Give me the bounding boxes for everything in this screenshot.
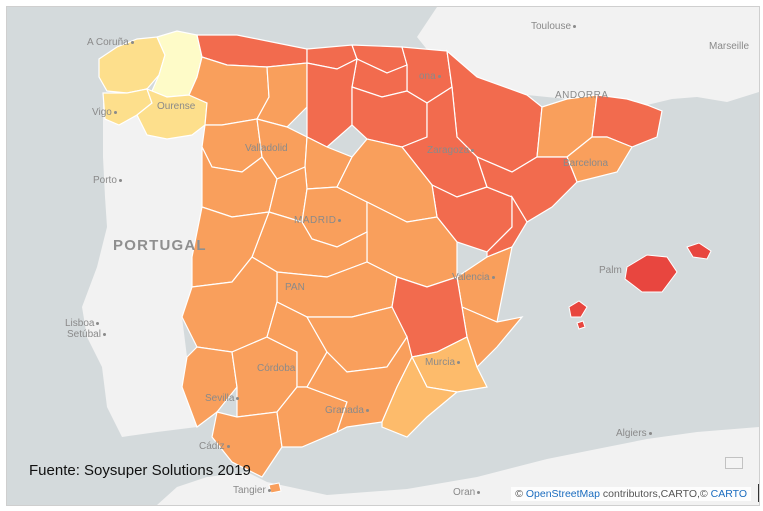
city-label-lisboa: Lisboa [65, 318, 101, 329]
city-label-algiers: Algiers [616, 428, 654, 439]
city-label-pan: PAN [285, 282, 305, 293]
city-label-granada: Granada [325, 405, 371, 416]
city-label-tangier: Tangier [233, 485, 273, 496]
carto-link[interactable]: CARTO [710, 488, 747, 500]
attribution-divider [758, 484, 759, 502]
city-label-a-coruna: A Coruña [87, 37, 136, 48]
city-label-cordoba: Córdoba [257, 363, 296, 374]
region-mallorca [624, 254, 678, 293]
region-menorca [686, 242, 712, 260]
region-formentera [576, 320, 586, 330]
city-label-murcia: Murcia [425, 357, 462, 368]
city-label-valladolid: Valladolid [245, 143, 288, 154]
city-label-marseille: Marseille [709, 41, 750, 52]
land-france [417, 7, 759, 105]
city-label-palma: Palm [599, 265, 622, 276]
attribution-middle: contributors,CARTO,© [599, 488, 711, 500]
land-africa [157, 427, 759, 505]
city-label-madrid: MADRID [294, 215, 343, 226]
choropleth-map [7, 7, 759, 505]
city-label-barcelona: Barcelona [563, 158, 609, 169]
region-tarragona [476, 155, 578, 223]
city-label-ourense: Ourense [157, 101, 196, 112]
scale-icon [725, 457, 743, 469]
region-cadiz [211, 411, 283, 478]
city-label-cadiz: Cádiz [199, 441, 232, 452]
attribution-prefix: © [515, 488, 526, 500]
map-attribution: © OpenStreetMap contributors,CARTO,© CAR… [511, 487, 751, 501]
city-label-setubal: Setúbal [67, 329, 108, 340]
country-label-portugal: PORTUGAL [113, 237, 207, 254]
osm-link[interactable]: OpenStreetMap [525, 488, 600, 500]
city-label-porto: Porto [93, 175, 124, 186]
city-label-vigo: Vigo [92, 107, 119, 118]
region-ourense [136, 87, 208, 140]
land-portugal [82, 103, 217, 437]
region-almeria [381, 355, 459, 438]
map-viewport[interactable]: A Coruña Vigo Ourense Porto PORTUGAL Lis… [6, 6, 760, 506]
city-label-oran: Oran [453, 487, 482, 498]
source-note: Fuente: Soysuper Solutions 2019 [29, 462, 251, 479]
city-label-toulouse: Toulouse [531, 21, 578, 32]
city-label-zaragoza: Zaragoza [427, 145, 476, 156]
city-label-sevilla: Sevilla [205, 393, 241, 404]
region-ibiza [568, 300, 588, 318]
city-label-ona: ona [419, 71, 443, 82]
country-label-andorra: ANDORRA [555, 90, 609, 101]
city-label-valencia: Valencia [452, 272, 497, 283]
